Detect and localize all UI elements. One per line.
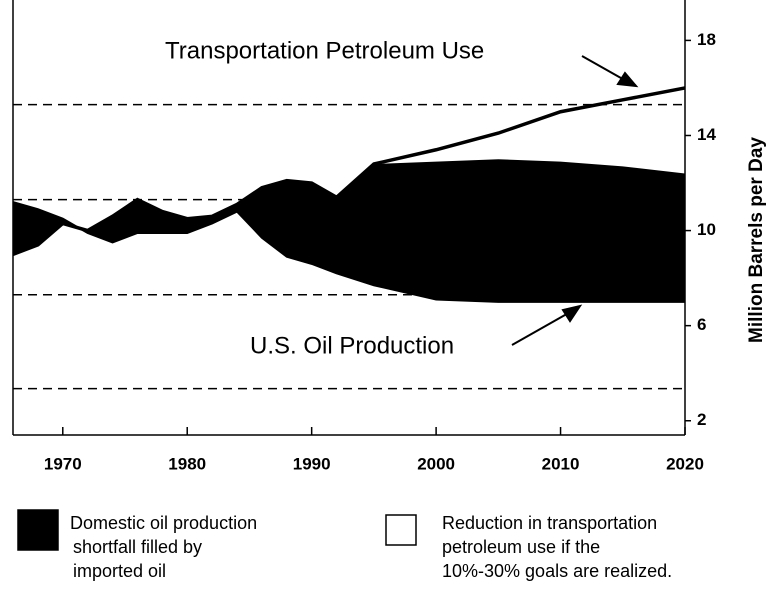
legend-label: imported oil bbox=[73, 561, 166, 581]
y-tick-label: 18 bbox=[697, 30, 716, 49]
legend-swatch bbox=[17, 509, 59, 551]
plot bbox=[12, 86, 686, 390]
series-line bbox=[12, 201, 685, 303]
x-tick-label: 1970 bbox=[44, 454, 82, 473]
legend-label: 10%-30% goals are realized. bbox=[442, 561, 672, 581]
x-tick-label: 1990 bbox=[293, 454, 331, 473]
legend-label: Domestic oil production bbox=[70, 513, 257, 533]
annotation: U.S. Oil Production bbox=[250, 332, 454, 359]
x-tick-label: 2020 bbox=[666, 454, 704, 473]
x-tick-label: 2000 bbox=[417, 454, 455, 473]
x-tick-label: 1980 bbox=[168, 454, 206, 473]
shortfall-area bbox=[13, 159, 685, 302]
y-tick-label: 14 bbox=[697, 125, 716, 144]
y-tick-label: 6 bbox=[697, 315, 706, 334]
legend-label: Reduction in transportation bbox=[442, 513, 657, 533]
x-tick-label: 2010 bbox=[542, 454, 580, 473]
legend-label: shortfall filled by bbox=[73, 537, 202, 557]
legend-swatch bbox=[385, 514, 417, 546]
y-tick-label: 10 bbox=[697, 220, 716, 239]
y-tick-label: 2 bbox=[697, 410, 706, 429]
arrow bbox=[581, 55, 629, 83]
arrow-head bbox=[616, 71, 639, 88]
arrow-head bbox=[561, 304, 583, 323]
annotation: Transportation Petroleum Use bbox=[165, 37, 484, 64]
arrow bbox=[511, 310, 573, 346]
annotation-arrows bbox=[511, 55, 639, 346]
legend-label: petroleum use if the bbox=[442, 537, 600, 557]
series-line bbox=[12, 86, 686, 256]
y-axis-label: Million Barrels per Day bbox=[746, 137, 767, 343]
